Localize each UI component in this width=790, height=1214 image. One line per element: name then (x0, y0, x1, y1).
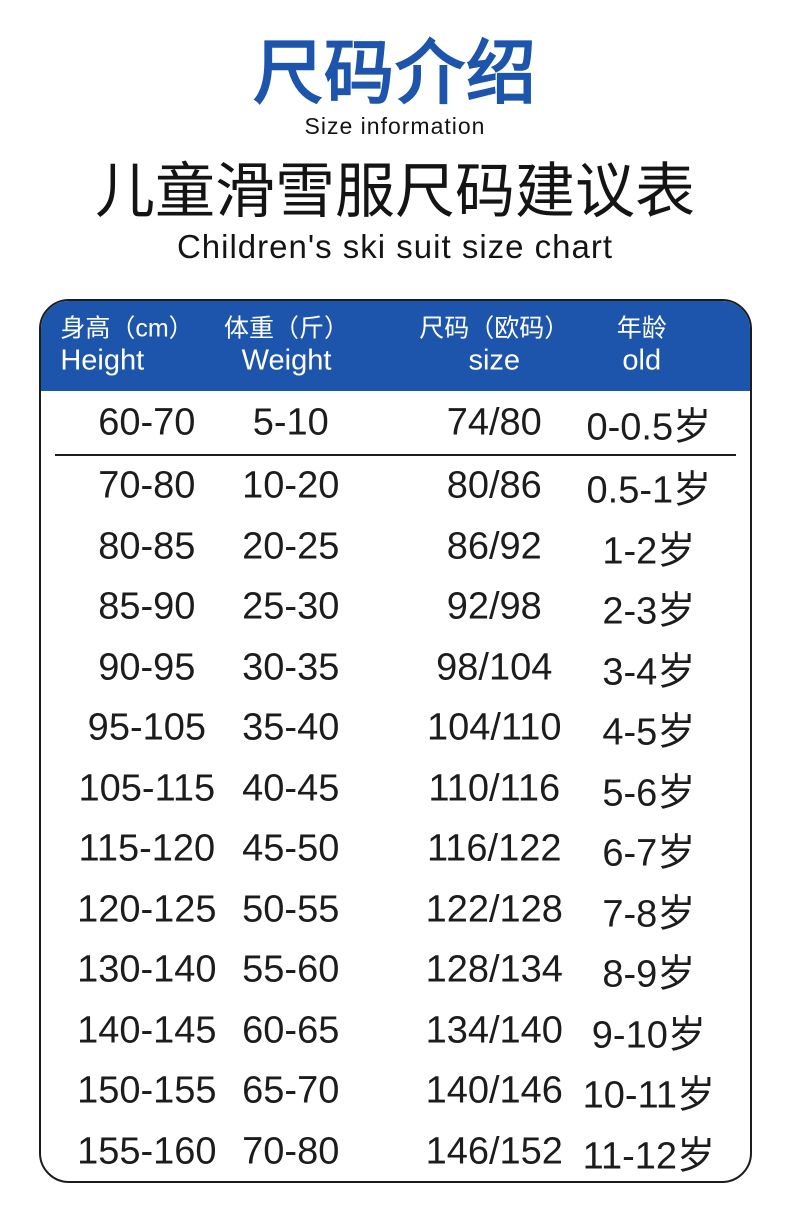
cell-height: 60-70 (98, 401, 196, 444)
column-header-age-zh: 年龄 (616, 314, 667, 343)
cell-weight: 20-25 (242, 525, 340, 568)
column-header-size-en: size (468, 345, 521, 378)
cell-size: 86/92 (446, 525, 542, 568)
cell-height: 95-105 (87, 706, 207, 749)
cell-size: 140/146 (425, 1069, 563, 1112)
cell-age: 0.5-1岁 (586, 469, 712, 512)
cell-age: 10-11岁 (582, 1074, 715, 1117)
cell-size: 98/104 (436, 646, 553, 689)
table-row: 95-105 35-40 104/110 4-5岁 (41, 698, 750, 759)
cell-age: 1-2岁 (602, 530, 696, 573)
table-row: 150-155 65-70 140/146 10-11岁 (41, 1061, 750, 1122)
table-row: 115-120 45-50 116/122 6-7岁 (41, 819, 750, 880)
cell-weight: 60-65 (242, 1009, 340, 1052)
column-header-size-zh: 尺码（欧码） (419, 314, 570, 343)
cell-size: 134/140 (425, 1009, 563, 1052)
cell-height: 140-145 (77, 1009, 217, 1052)
cell-height: 90-95 (98, 646, 196, 689)
table-row: 130-140 55-60 128/134 8-9岁 (41, 940, 750, 1001)
row-divider-line (54, 454, 736, 457)
cell-weight: 5-10 (252, 401, 329, 444)
table-body: 60-70 5-10 74/80 0-0.5岁 70-80 10-20 80/8… (41, 391, 750, 1182)
cell-height: 80-85 (98, 525, 196, 568)
cell-age: 0-0.5岁 (586, 406, 712, 449)
cell-height: 130-140 (77, 948, 217, 991)
table-row: 155-160 70-80 146/152 11-12岁 (41, 1122, 750, 1182)
cell-weight: 45-50 (242, 827, 340, 870)
cell-height: 155-160 (77, 1130, 217, 1173)
column-header-weight: 体重（斤） Weight (224, 314, 349, 379)
cell-weight: 55-60 (242, 948, 340, 991)
table-row: 140-145 60-65 134/140 9-10岁 (41, 1001, 750, 1062)
cell-height: 115-120 (78, 827, 216, 870)
column-header-height-zh: 身高（cm） (60, 314, 194, 343)
column-header-height: 身高（cm） Height (60, 314, 193, 379)
cell-size: 104/110 (426, 706, 562, 749)
table-row: 105-115 40-45 110/116 5-6岁 (41, 759, 750, 820)
table-row: 60-70 5-10 74/80 0-0.5岁 (41, 391, 750, 454)
cell-age: 7-8岁 (602, 893, 696, 936)
cell-weight: 10-20 (242, 464, 340, 507)
cell-age: 3-4岁 (602, 651, 696, 694)
table-row: 70-80 10-20 80/86 0.5-1岁 (41, 456, 750, 517)
cell-age: 9-10岁 (591, 1014, 706, 1057)
cell-weight: 65-70 (242, 1069, 340, 1112)
column-header-size: 尺码（欧码） size (419, 314, 569, 379)
cell-age: 2-3岁 (602, 590, 696, 633)
cell-height: 150-155 (77, 1069, 217, 1112)
column-header-age-en: old (622, 345, 662, 378)
cell-height: 105-115 (78, 767, 216, 810)
page-title: 尺码介绍 (253, 34, 537, 112)
cell-weight: 40-45 (242, 767, 340, 810)
cell-weight: 70-80 (242, 1130, 340, 1173)
size-chart-table: 身高（cm） Height 体重（斤） Weight 尺码（欧码） size 年… (38, 299, 752, 1184)
cell-size: 80/86 (446, 464, 542, 507)
cell-size: 122/128 (425, 888, 563, 931)
cell-size: 116/122 (426, 827, 562, 870)
cell-size: 146/152 (425, 1130, 563, 1173)
column-header-height-en: Height (60, 345, 145, 378)
chart-title: 儿童滑雪服尺码建议表 (95, 157, 695, 225)
table-row: 90-95 30-35 98/104 3-4岁 (41, 638, 750, 699)
column-header-weight-en: Weight (241, 345, 332, 378)
cell-size: 74/80 (446, 401, 542, 444)
cell-height: 85-90 (98, 585, 196, 628)
page-title-english: Size information (304, 112, 486, 139)
table-row: 120-125 50-55 122/128 7-8岁 (41, 880, 750, 941)
chart-title-english: Children's ski suit size chart (176, 227, 614, 265)
cell-size: 92/98 (446, 585, 542, 628)
column-header-age: 年龄 old (617, 314, 667, 379)
cell-size: 128/134 (425, 948, 563, 991)
cell-age: 8-9岁 (602, 953, 696, 996)
cell-weight: 25-30 (242, 585, 340, 628)
cell-age: 4-5岁 (602, 711, 696, 754)
cell-weight: 35-40 (242, 706, 340, 749)
cell-height: 70-80 (98, 464, 196, 507)
column-header-weight-zh: 体重（斤） (224, 314, 350, 343)
table-row: 85-90 25-30 92/98 2-3岁 (41, 577, 750, 638)
cell-size: 110/116 (428, 767, 561, 810)
table-header-row: 身高（cm） Height 体重（斤） Weight 尺码（欧码） size 年… (40, 301, 750, 392)
cell-age: 5-6岁 (602, 772, 696, 815)
cell-age: 6-7岁 (602, 832, 696, 875)
table-row: 80-85 20-25 86/92 1-2岁 (41, 517, 750, 578)
cell-age: 11-12岁 (582, 1135, 715, 1178)
cell-weight: 50-55 (242, 888, 340, 931)
cell-height: 120-125 (77, 888, 217, 931)
cell-weight: 30-35 (242, 646, 340, 689)
